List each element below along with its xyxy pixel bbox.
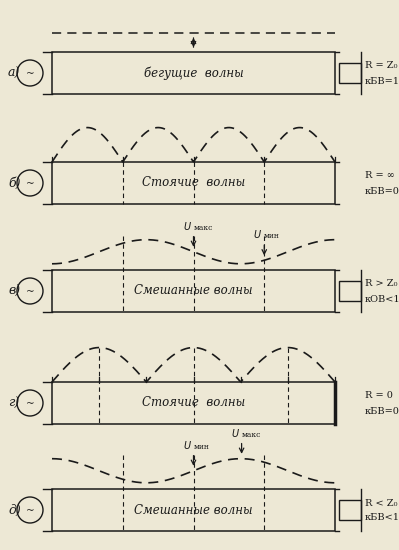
Text: кБВ=1: кБВ=1 <box>365 76 399 85</box>
Text: д): д) <box>8 503 21 516</box>
Text: $U$: $U$ <box>183 220 192 232</box>
Text: а): а) <box>8 67 20 80</box>
Bar <box>52 52 335 94</box>
Text: макс: макс <box>194 224 213 232</box>
Text: Стоячие  волны: Стоячие волны <box>142 397 245 410</box>
Text: Стоячие  волны: Стоячие волны <box>142 177 245 190</box>
Bar <box>339 281 361 301</box>
Text: мин: мин <box>264 232 280 240</box>
Text: R > Z₀: R > Z₀ <box>365 279 397 289</box>
Text: R < Z₀: R < Z₀ <box>365 498 397 508</box>
Text: кБВ<1: кБВ<1 <box>365 514 399 522</box>
Text: ~: ~ <box>26 399 34 409</box>
Text: $U$: $U$ <box>253 228 262 240</box>
Text: R = Z₀: R = Z₀ <box>365 62 397 70</box>
Bar <box>52 270 335 312</box>
Bar <box>339 63 361 83</box>
Text: R = ∞: R = ∞ <box>365 172 395 180</box>
Text: Смешанные волны: Смешанные волны <box>134 503 253 516</box>
Text: б): б) <box>8 177 20 190</box>
Bar <box>52 382 335 424</box>
Text: кБВ=0: кБВ=0 <box>365 406 399 415</box>
Text: кОВ<1: кОВ<1 <box>365 294 399 304</box>
Text: бегущие  волны: бегущие волны <box>144 66 243 80</box>
Bar <box>339 500 361 520</box>
Text: ~: ~ <box>26 507 34 515</box>
Text: $U$: $U$ <box>183 439 192 451</box>
Bar <box>52 162 335 204</box>
Text: кБВ=0: кБВ=0 <box>365 186 399 195</box>
Text: ~: ~ <box>26 179 34 189</box>
Text: ~: ~ <box>26 69 34 79</box>
Text: R = 0: R = 0 <box>365 392 393 400</box>
Text: Смешанные волны: Смешанные волны <box>134 284 253 298</box>
Text: мин: мин <box>194 443 209 451</box>
Text: г): г) <box>8 397 19 410</box>
Text: ~: ~ <box>26 288 34 296</box>
Text: $U$: $U$ <box>231 427 240 439</box>
Text: макс: макс <box>242 431 261 439</box>
Text: в): в) <box>8 284 20 298</box>
Bar <box>52 489 335 531</box>
